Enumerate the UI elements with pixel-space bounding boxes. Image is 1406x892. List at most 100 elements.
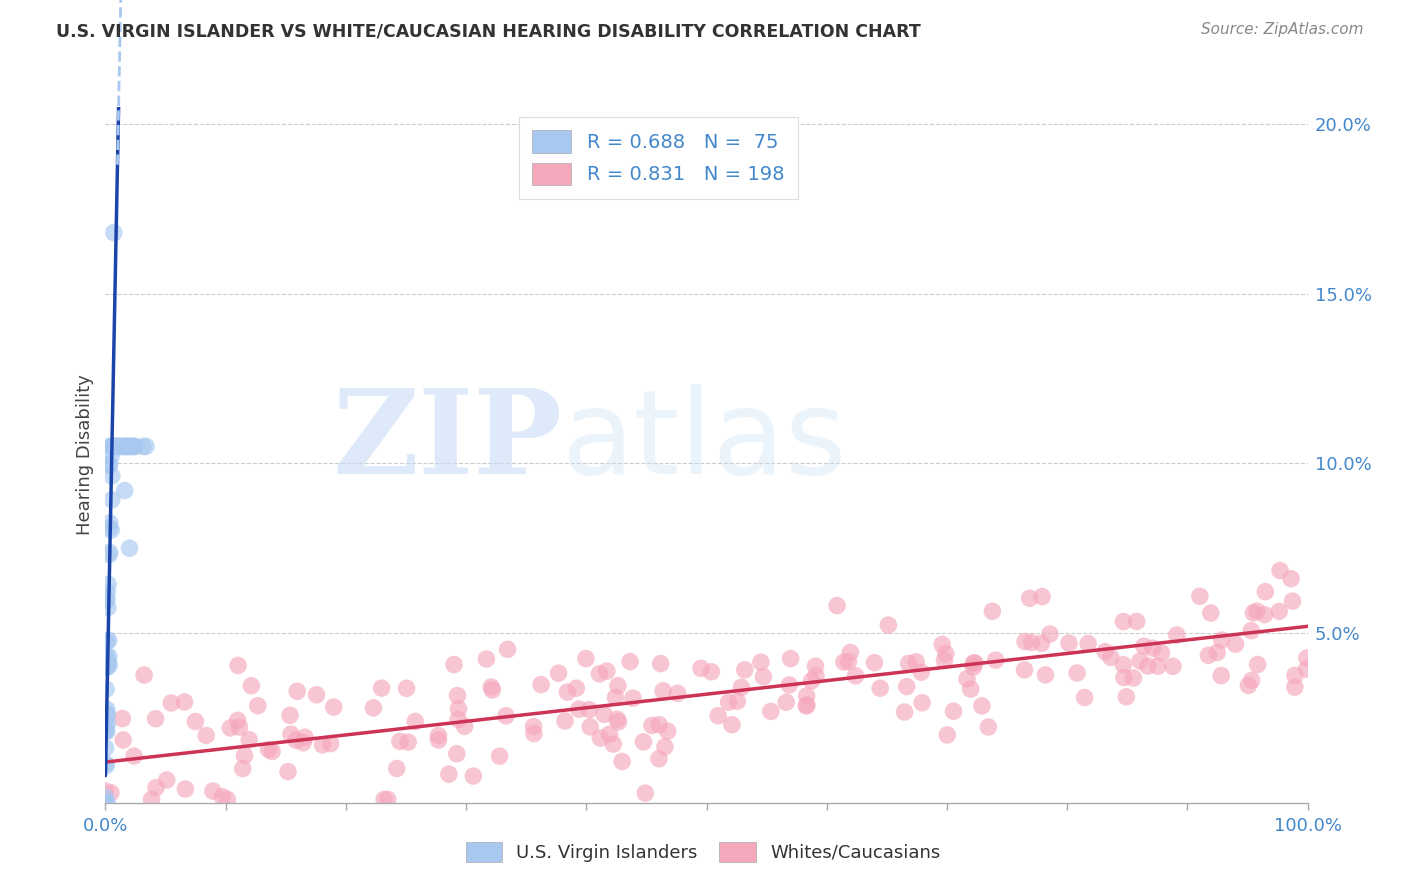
Point — [96, 796, 118, 810]
Point — [100, 786, 122, 800]
Point — [219, 721, 242, 735]
Point — [707, 708, 730, 723]
Point — [1268, 604, 1291, 618]
Point — [115, 439, 138, 453]
Point — [1018, 591, 1040, 606]
Point — [94, 741, 117, 756]
Point — [103, 226, 125, 240]
Point — [96, 585, 118, 599]
Text: atlas: atlas — [562, 384, 848, 499]
Point — [654, 739, 676, 754]
Point — [103, 439, 125, 453]
Point — [111, 439, 134, 453]
Point — [96, 706, 118, 721]
Point — [963, 656, 986, 670]
Point — [869, 681, 891, 695]
Point — [734, 663, 756, 677]
Point — [778, 678, 800, 692]
Point — [319, 737, 342, 751]
Point — [606, 712, 628, 726]
Point — [285, 684, 308, 698]
Point — [1125, 615, 1147, 629]
Point — [1099, 650, 1122, 665]
Point — [1066, 665, 1088, 680]
Point — [905, 655, 928, 669]
Point — [427, 733, 450, 747]
Point — [100, 450, 122, 464]
Point — [94, 723, 117, 737]
Y-axis label: Hearing Disability: Hearing Disability — [76, 375, 94, 535]
Point — [217, 792, 239, 806]
Point — [96, 654, 118, 668]
Legend: U.S. Virgin Islanders, Whites/Caucasians: U.S. Virgin Islanders, Whites/Caucasians — [458, 834, 948, 870]
Point — [94, 796, 117, 810]
Point — [201, 784, 224, 798]
Point — [547, 666, 569, 681]
Point — [1035, 668, 1057, 682]
Point — [280, 727, 302, 741]
Point — [488, 749, 510, 764]
Point — [1133, 639, 1156, 653]
Point — [98, 458, 121, 473]
Point — [796, 698, 818, 713]
Point — [730, 681, 752, 695]
Point — [94, 682, 117, 697]
Point — [877, 618, 900, 632]
Point — [1146, 659, 1168, 673]
Point — [98, 548, 121, 562]
Point — [232, 762, 254, 776]
Point — [619, 655, 641, 669]
Point — [111, 439, 134, 453]
Point — [94, 655, 117, 669]
Point — [156, 772, 179, 787]
Point — [294, 730, 316, 744]
Point — [311, 738, 333, 752]
Point — [104, 439, 127, 453]
Point — [956, 672, 979, 686]
Text: U.S. VIRGIN ISLANDER VS WHITE/CAUCASIAN HEARING DISABILITY CORRELATION CHART: U.S. VIRGIN ISLANDER VS WHITE/CAUCASIAN … — [56, 22, 921, 40]
Point — [94, 796, 117, 810]
Point — [377, 792, 399, 806]
Point — [1039, 627, 1062, 641]
Point — [1268, 564, 1291, 578]
Point — [1253, 607, 1275, 622]
Point — [596, 664, 619, 678]
Point — [96, 796, 118, 810]
Point — [277, 764, 299, 779]
Point — [135, 439, 157, 453]
Point — [959, 682, 981, 697]
Point — [1112, 615, 1135, 629]
Point — [1112, 657, 1135, 672]
Point — [804, 668, 827, 682]
Point — [1225, 637, 1247, 651]
Point — [446, 747, 468, 761]
Point — [111, 712, 134, 726]
Point — [145, 780, 167, 795]
Point — [395, 681, 418, 696]
Point — [1129, 654, 1152, 668]
Point — [1237, 678, 1260, 692]
Point — [575, 651, 598, 665]
Point — [96, 591, 118, 606]
Point — [278, 708, 301, 723]
Point — [495, 708, 517, 723]
Point — [97, 633, 120, 648]
Point — [104, 439, 127, 453]
Point — [725, 694, 748, 708]
Point — [717, 695, 740, 709]
Point — [633, 735, 655, 749]
Legend: R = 0.688   N =  75, R = 0.831   N = 198: R = 0.688 N = 75, R = 0.831 N = 198 — [519, 117, 799, 199]
Point — [721, 717, 744, 731]
Point — [779, 651, 801, 665]
Point — [246, 698, 269, 713]
Point — [579, 720, 602, 734]
Point — [1211, 668, 1233, 682]
Point — [1241, 606, 1264, 620]
Point — [97, 649, 120, 664]
Point — [1161, 659, 1184, 673]
Point — [443, 657, 465, 672]
Point — [96, 634, 118, 648]
Point — [184, 714, 207, 729]
Point — [1188, 589, 1211, 603]
Point — [226, 658, 249, 673]
